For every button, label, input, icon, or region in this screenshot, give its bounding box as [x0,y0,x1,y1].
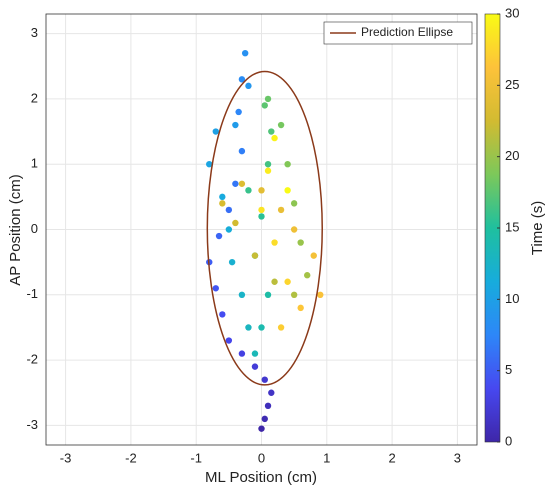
x-tick-label: 2 [388,450,395,465]
scatter-point [219,193,226,201]
scatter-point [228,258,236,266]
scatter-point [232,219,239,227]
scatter-point [251,363,259,370]
scatter-point [277,324,285,331]
scatter-point [261,415,268,423]
scatter-point [251,252,259,259]
x-tick-label: -1 [190,450,202,465]
scatter-point [212,285,219,292]
scatter-point [219,200,226,207]
colorbar-tick-label: 5 [505,362,512,377]
scatter-point [268,128,275,135]
y-tick-label: 0 [31,221,38,236]
scatter-point [290,200,298,207]
scatter-point [310,252,317,259]
x-tick-label: -3 [60,450,72,465]
y-tick-label: -2 [26,352,38,367]
scatter-point [264,291,272,299]
x-tick-label: -2 [125,450,137,465]
scatter-point [290,226,298,233]
scatter-point [241,49,249,57]
scatter-point [245,187,252,194]
scatter-point [284,160,291,168]
scatter-point [258,425,265,432]
scatter-point [238,180,246,187]
scatter-point [225,206,233,214]
x-tick-label: 0 [258,450,265,465]
scatter-point [277,121,285,129]
y-axis-label: AP Position (cm) [7,174,24,285]
scatter-point [277,206,285,214]
scatter-point [245,324,252,331]
scatter-point [264,402,272,410]
colorbar-tick-label: 25 [505,77,519,92]
prediction-ellipse [206,70,323,386]
scatter-point [268,389,275,396]
scatter-point [238,147,246,155]
scatter-point [238,291,246,299]
colorbar-tick-label: 0 [505,433,512,448]
scatter-point [297,304,304,312]
scatter-point [258,206,265,214]
colorbar-tick-label: 20 [505,148,519,163]
scatter-point [284,278,291,285]
scatter-point [271,239,278,246]
scatter-point [258,187,265,194]
scatter-point [317,291,324,299]
y-tick-label: -1 [26,286,38,301]
x-axis-label: ML Position (cm) [205,469,317,486]
scatter-point [258,213,265,220]
scatter-point [284,187,291,194]
x-tick-label: 3 [454,450,461,465]
scatter-point [225,337,233,344]
scatter-point [225,226,233,233]
scatter-point [245,82,252,90]
scatter-point [264,160,272,168]
scatter-point [261,376,268,383]
scatter-point [290,291,298,299]
y-tick-label: 1 [31,156,38,171]
scatter-point [238,350,246,357]
scatter-point [297,239,304,246]
y-tick-label: 3 [31,25,38,40]
axes-box [45,13,478,446]
colorbar-tick-label: 10 [505,291,519,306]
scatter-point [271,278,278,285]
colorbar-label: Time (s) [529,201,546,255]
y-tick-label: 2 [31,90,38,105]
scatter-point [264,167,272,174]
x-tick-label: 1 [323,450,330,465]
scatter-point [264,95,272,103]
scatter-point [212,128,219,135]
colorbar-tick-label: 30 [505,5,519,20]
scatter-point [219,311,226,318]
scatter-point [232,180,239,187]
scatter-point [261,102,268,109]
legend-label: Prediction Ellipse [361,25,453,39]
scatter-point [304,272,311,279]
y-tick-label: -3 [26,417,38,432]
scatter-point [271,134,278,142]
scatter-point [258,324,265,331]
scatter-point [206,160,213,168]
scatter-point [238,76,246,83]
scatter-point [235,108,242,116]
scatter-point [232,121,239,129]
colorbar-tick-label: 15 [505,219,519,234]
scatter-point [251,350,259,357]
legend-box [323,21,473,45]
scatter-point [215,232,223,240]
